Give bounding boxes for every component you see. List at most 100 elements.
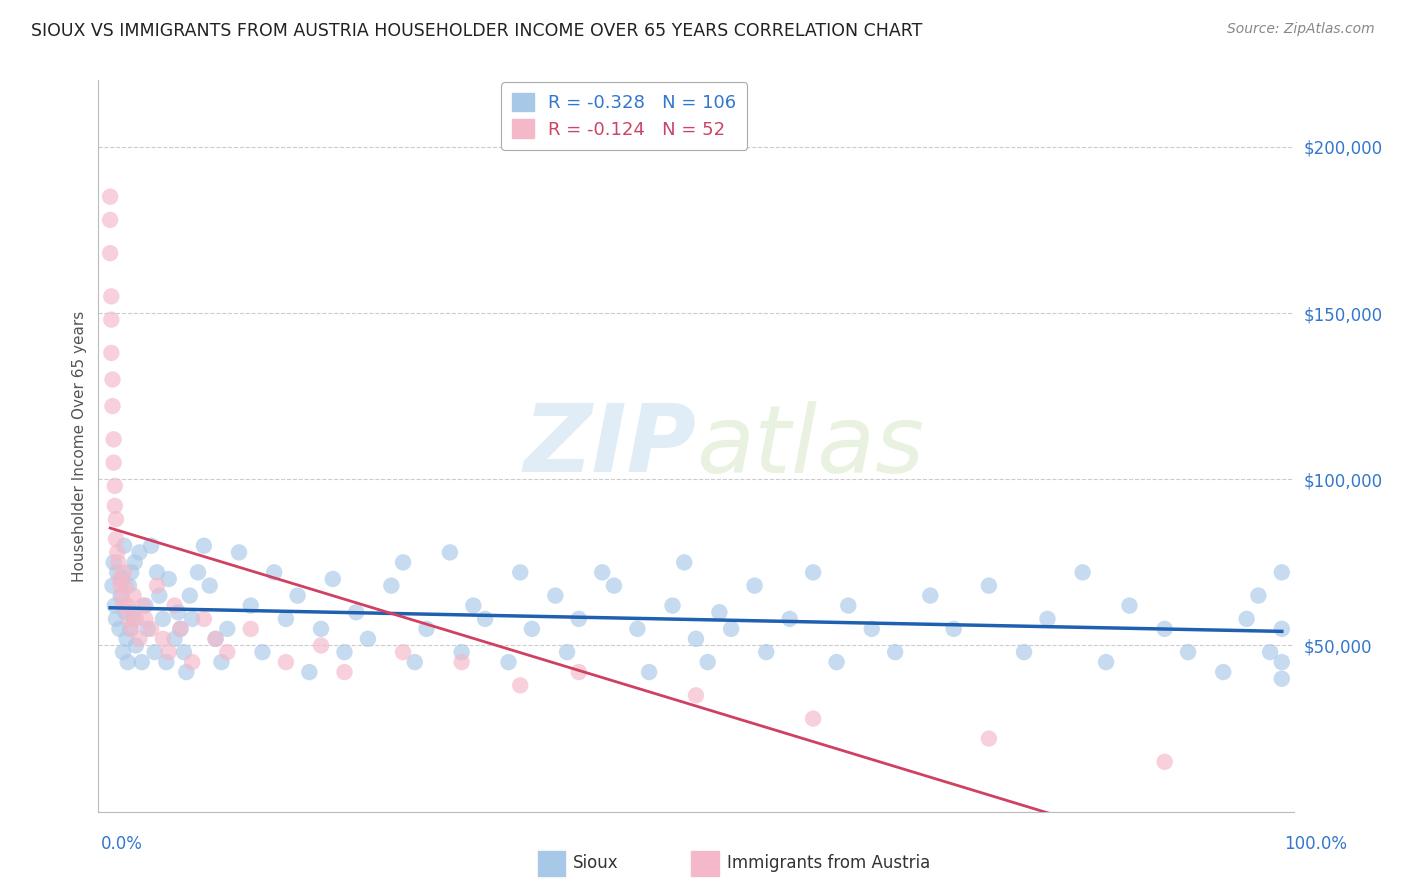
Point <box>121 605 143 619</box>
Point <box>128 632 150 646</box>
Point <box>380 579 402 593</box>
Point <box>211 655 233 669</box>
Point <box>1071 566 1094 580</box>
Text: ZIP: ZIP <box>523 400 696 492</box>
Point <box>333 645 356 659</box>
Point <box>450 655 472 669</box>
Point <box>146 579 169 593</box>
Point <box>217 645 239 659</box>
Point <box>143 645 166 659</box>
Point <box>439 545 461 559</box>
Point <box>626 622 648 636</box>
Point <box>544 589 567 603</box>
Point <box>112 539 135 553</box>
Point <box>498 655 520 669</box>
Point <box>110 589 132 603</box>
Point <box>1118 599 1140 613</box>
Point <box>136 622 159 636</box>
Point <box>118 579 141 593</box>
Point <box>100 346 122 360</box>
Point <box>217 622 239 636</box>
Point <box>148 589 170 603</box>
Point <box>392 645 415 659</box>
Point <box>169 622 191 636</box>
Point <box>720 622 742 636</box>
Point <box>163 632 186 646</box>
Point <box>568 665 591 679</box>
Point <box>568 612 591 626</box>
Point <box>187 566 209 580</box>
Text: Sioux: Sioux <box>574 855 619 872</box>
Bar <box>692 851 718 876</box>
Point <box>1153 755 1175 769</box>
Point <box>179 589 201 603</box>
Point <box>193 612 215 626</box>
Point <box>942 622 965 636</box>
Point <box>111 589 134 603</box>
Point <box>252 645 274 659</box>
Point <box>108 622 131 636</box>
Point <box>146 566 169 580</box>
Point <box>357 632 380 646</box>
Point <box>333 665 356 679</box>
Point <box>103 433 125 447</box>
Point <box>105 566 128 580</box>
Point <box>1212 665 1234 679</box>
Point <box>98 213 121 227</box>
Point <box>112 599 135 613</box>
Point <box>105 612 128 626</box>
Point <box>131 655 153 669</box>
Point <box>661 599 683 613</box>
Legend: R = -0.328   N = 106, R = -0.124   N = 52: R = -0.328 N = 106, R = -0.124 N = 52 <box>502 82 747 150</box>
Point <box>204 632 226 646</box>
Text: atlas: atlas <box>696 401 924 491</box>
Point <box>1012 645 1035 659</box>
Point <box>228 545 250 559</box>
Point <box>114 579 136 593</box>
Point <box>104 499 127 513</box>
Point <box>274 612 297 626</box>
Point <box>105 512 128 526</box>
Point <box>755 645 778 659</box>
Point <box>114 605 136 619</box>
Point <box>167 605 190 619</box>
Point <box>152 632 174 646</box>
Point <box>100 289 122 303</box>
Point <box>274 655 297 669</box>
Point <box>128 545 150 559</box>
Text: Source: ZipAtlas.com: Source: ZipAtlas.com <box>1227 22 1375 37</box>
Point <box>105 532 128 546</box>
Y-axis label: Householder Income Over 65 years: Householder Income Over 65 years <box>72 310 87 582</box>
Point <box>322 572 344 586</box>
Point <box>198 579 221 593</box>
Point <box>520 622 543 636</box>
Point <box>673 555 696 569</box>
Point <box>125 612 148 626</box>
Point <box>124 555 146 569</box>
Point <box>104 479 127 493</box>
Point <box>157 572 180 586</box>
Point <box>125 639 148 653</box>
Point <box>134 612 156 626</box>
Point <box>120 622 142 636</box>
Text: SIOUX VS IMMIGRANTS FROM AUSTRIA HOUSEHOLDER INCOME OVER 65 YEARS CORRELATION CH: SIOUX VS IMMIGRANTS FROM AUSTRIA HOUSEHO… <box>31 22 922 40</box>
Point <box>204 632 226 646</box>
Point <box>779 612 801 626</box>
Point <box>110 579 132 593</box>
Point <box>1036 612 1059 626</box>
Point <box>801 712 824 726</box>
Point <box>696 655 718 669</box>
Point <box>134 599 156 613</box>
Point <box>122 612 145 626</box>
Point <box>103 456 125 470</box>
Point <box>239 599 262 613</box>
Point <box>884 645 907 659</box>
Point <box>101 579 124 593</box>
Point <box>263 566 285 580</box>
Point <box>152 612 174 626</box>
Point <box>555 645 578 659</box>
Point <box>1153 622 1175 636</box>
Point <box>1095 655 1118 669</box>
Point <box>638 665 661 679</box>
Point <box>1258 645 1281 659</box>
